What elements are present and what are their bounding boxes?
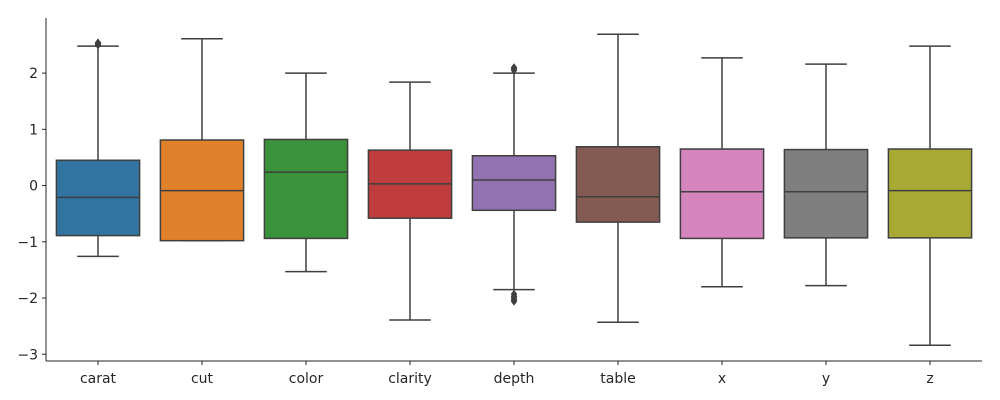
x-tick-label-cut: cut — [191, 371, 214, 387]
x-tick-label-x: x — [718, 371, 726, 387]
box-y — [783, 148, 869, 239]
x-tick-label-depth: depth — [494, 371, 535, 387]
outlier-point-depth — [510, 296, 518, 306]
box-depth — [471, 155, 557, 212]
x-tick-label-z: z — [926, 371, 933, 387]
y-tick-label: −1 — [17, 235, 38, 251]
box-z — [887, 148, 973, 239]
y-tick-label: −3 — [17, 347, 38, 363]
x-tick-label-carat: carat — [80, 371, 117, 387]
y-tick-label: −2 — [17, 291, 38, 307]
box-table — [575, 146, 661, 223]
outlier-point-depth — [510, 63, 518, 72]
y-tick-label: 0 — [29, 179, 38, 195]
x-tick-label-table: table — [600, 371, 635, 387]
box-color — [263, 138, 349, 240]
box-x — [679, 148, 765, 240]
y-tick-label: 1 — [29, 122, 38, 138]
x-tick-label-y: y — [822, 371, 830, 387]
x-tick-label-clarity: clarity — [388, 371, 432, 387]
y-tick-label: 2 — [29, 66, 38, 82]
outlier-point-carat — [94, 38, 102, 48]
x-tick-label-color: color — [289, 371, 324, 387]
